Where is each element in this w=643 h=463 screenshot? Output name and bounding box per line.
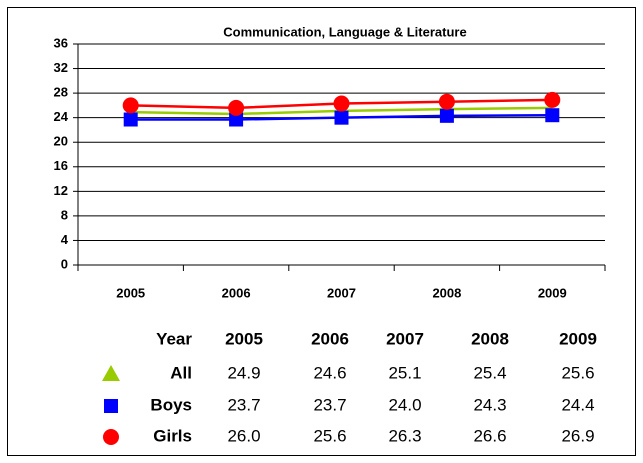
- table-value: 25.6: [561, 363, 594, 382]
- table-value: 24.4: [561, 395, 594, 414]
- y-tick-label: 8: [61, 207, 68, 222]
- data-point: [334, 110, 349, 125]
- legend-symbol: [104, 399, 118, 413]
- table-value: 25.4: [473, 363, 506, 382]
- table-year: 2005: [225, 329, 263, 348]
- legend-symbol: [102, 365, 120, 381]
- x-tick-label: 2006: [222, 285, 251, 300]
- legend-symbol: [103, 429, 119, 445]
- data-point: [122, 97, 139, 114]
- data-point: [439, 108, 454, 123]
- table-value: 23.7: [227, 395, 260, 414]
- y-tick-label: 20: [54, 134, 68, 149]
- data-point: [544, 91, 561, 108]
- y-tick-label: 36: [54, 35, 68, 50]
- table-year: 2008: [471, 329, 509, 348]
- table-value: 26.9: [561, 426, 594, 445]
- table-value: 26.0: [227, 426, 260, 445]
- y-tick-label: 4: [61, 232, 69, 247]
- legend-label: Girls: [153, 426, 192, 445]
- data-point: [438, 93, 455, 110]
- table-year: 2009: [559, 329, 597, 348]
- table-value: 23.7: [313, 395, 346, 414]
- table-value: 24.6: [313, 363, 346, 382]
- table-year: 2006: [311, 329, 349, 348]
- chart-title: Communication, Language & Literature: [223, 24, 466, 39]
- x-tick-label: 2009: [538, 285, 567, 300]
- data-point: [229, 112, 244, 127]
- table-value: 26.6: [473, 426, 506, 445]
- y-tick-label: 28: [54, 85, 68, 100]
- data-point: [333, 95, 350, 112]
- legend-label: All: [170, 363, 192, 382]
- table-year: 2007: [386, 329, 424, 348]
- table-value: 25.6: [313, 426, 346, 445]
- table-value: 24.9: [227, 363, 260, 382]
- frame: [7, 7, 636, 456]
- data-point: [545, 108, 560, 123]
- table-header: Year: [156, 329, 192, 348]
- y-tick-label: 0: [61, 256, 68, 271]
- table-value: 26.3: [388, 426, 421, 445]
- x-tick-label: 2008: [432, 285, 461, 300]
- table-value: 24.3: [473, 395, 506, 414]
- data-point: [228, 99, 245, 116]
- y-tick-label: 24: [54, 109, 69, 124]
- legend-label: Boys: [150, 395, 192, 414]
- y-tick-label: 32: [54, 60, 68, 75]
- table-value: 25.1: [388, 363, 421, 382]
- y-tick-label: 12: [54, 183, 68, 198]
- x-tick-label: 2007: [327, 285, 356, 300]
- y-tick-label: 16: [54, 158, 68, 173]
- table-value: 24.0: [388, 395, 421, 414]
- data-point: [123, 112, 138, 127]
- x-tick-label: 2005: [116, 285, 145, 300]
